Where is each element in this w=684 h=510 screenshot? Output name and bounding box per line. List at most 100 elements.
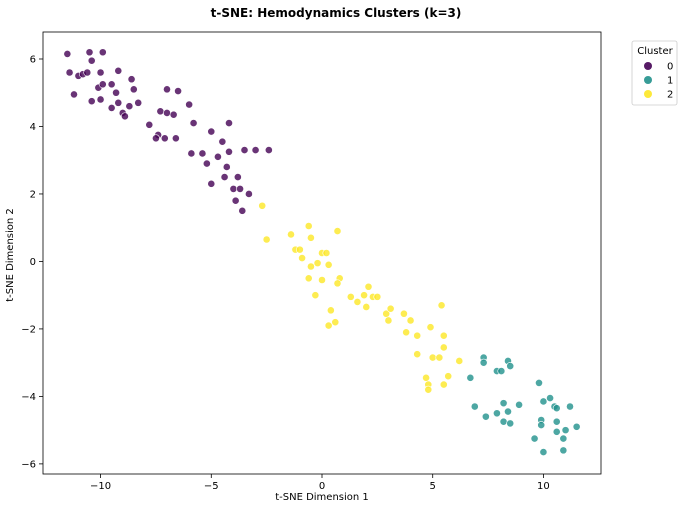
scatter-point-cluster-2	[428, 353, 437, 362]
scatter-point-cluster-1	[497, 367, 506, 375]
scatter-point-cluster-0	[187, 149, 196, 158]
scatter-point-cluster-1	[546, 394, 554, 402]
scatter-point-cluster-0	[83, 68, 92, 77]
scatter-point-cluster-1	[559, 446, 568, 455]
scatter-point-cluster-0	[220, 173, 229, 181]
scatter-point-cluster-1	[499, 399, 508, 408]
x-axis-label: t-SNE Dimension 1	[275, 492, 369, 503]
scatter-point-cluster-1	[506, 362, 515, 370]
y-tick-label: 6	[30, 54, 36, 65]
x-tick-label: −10	[90, 481, 111, 492]
scatter-point-cluster-0	[189, 119, 198, 127]
y-axis-ticks: −6 −4 −2 0 2 4 6	[21, 54, 43, 470]
scatter-point-cluster-2	[402, 328, 411, 337]
scatter-point-cluster-2	[362, 303, 371, 311]
scatter-point-cluster-2	[331, 318, 340, 327]
scatter-point-cluster-2	[455, 357, 464, 365]
scatter-point-cluster-1	[539, 448, 548, 456]
scatter-point-cluster-2	[413, 331, 422, 340]
y-tick-label: −4	[21, 392, 36, 403]
scatter-point-cluster-0	[240, 146, 249, 154]
scatter-point-cluster-2	[413, 350, 422, 359]
y-tick-label: 2	[30, 189, 36, 200]
x-tick-label: 10	[537, 481, 550, 492]
scatter-point-cluster-2	[304, 222, 313, 230]
scatter-point-cluster-2	[307, 262, 315, 271]
scatter-point-cluster-0	[85, 48, 94, 57]
scatter-point-cluster-1	[537, 421, 546, 429]
scatter-point-cluster-2	[353, 298, 362, 306]
scatter-point-cluster-2	[437, 301, 446, 310]
y-tick-label: 0	[30, 257, 36, 268]
scatter-point-cluster-0	[127, 75, 136, 84]
y-tick-label: −2	[21, 324, 36, 335]
scatter-point-cluster-0	[63, 50, 72, 58]
scatter-point-cluster-0	[225, 119, 233, 127]
scatter-point-cluster-2	[424, 385, 433, 394]
scatter-point-cluster-0	[229, 184, 238, 193]
scatter-point-cluster-2	[298, 254, 306, 262]
scatter-point-cluster-0	[107, 80, 116, 89]
scatter-point-cluster-0	[202, 159, 211, 168]
y-tick-label: −6	[21, 459, 36, 470]
scatter-point-cluster-2	[313, 259, 322, 268]
scatter-point-cluster-2	[333, 227, 342, 235]
scatter-point-cluster-0	[121, 112, 129, 121]
scatter-point-cluster-1	[506, 419, 515, 428]
y-axis-label: t-SNE Dimension 2	[5, 208, 16, 302]
scatter-point-cluster-0	[245, 190, 253, 198]
scatter-point-cluster-0	[251, 146, 260, 154]
scatter-point-cluster-0	[98, 80, 107, 89]
y-tick-label: 4	[30, 122, 36, 133]
points-layer	[63, 48, 581, 456]
scatter-point-cluster-0	[174, 87, 182, 95]
scatter-point-cluster-0	[163, 85, 171, 94]
scatter-point-cluster-1	[499, 417, 508, 426]
scatter-point-cluster-0	[152, 134, 160, 143]
scatter-point-cluster-0	[96, 95, 105, 104]
scatter-point-cluster-0	[231, 196, 240, 205]
scatter-point-cluster-0	[163, 109, 171, 117]
scatter-point-cluster-0	[198, 149, 207, 158]
scatter-point-cluster-0	[65, 68, 74, 77]
scatter-point-cluster-1	[504, 407, 512, 416]
scatter-point-cluster-0	[233, 173, 242, 181]
x-tick-label: 0	[319, 481, 325, 492]
scatter-point-cluster-0	[160, 134, 169, 143]
scatter-point-cluster-0	[134, 98, 143, 107]
scatter-point-cluster-1	[479, 358, 488, 367]
scatter-point-cluster-2	[435, 353, 444, 362]
scatter-point-cluster-2	[439, 380, 448, 389]
scatter-point-cluster-0	[112, 88, 120, 97]
scatter-point-cluster-0	[107, 104, 116, 112]
scatter-point-cluster-2	[384, 316, 393, 325]
legend-label-cluster-1: 1	[667, 76, 673, 87]
scatter-point-cluster-2	[400, 309, 408, 318]
scatter-point-cluster-0	[145, 120, 154, 129]
scatter-point-cluster-0	[156, 107, 165, 116]
scatter-point-cluster-2	[326, 306, 335, 315]
scatter-point-cluster-2	[439, 331, 448, 340]
scatter-point-cluster-0	[98, 48, 107, 57]
scatter-point-cluster-0	[87, 97, 96, 106]
legend-marker-cluster-1	[644, 76, 652, 84]
scatter-point-cluster-1	[539, 397, 548, 406]
scatter-point-cluster-2	[322, 249, 331, 257]
scatter-point-cluster-0	[214, 152, 222, 161]
scatter-point-cluster-0	[207, 127, 216, 136]
scatter-point-cluster-2	[426, 323, 435, 332]
scatter-point-cluster-0	[169, 110, 178, 119]
scatter-point-cluster-1	[470, 402, 479, 411]
scatter-point-cluster-2	[295, 245, 304, 254]
scatter-point-cluster-2	[444, 372, 453, 381]
scatter-point-cluster-1	[515, 400, 523, 409]
scatter-point-cluster-0	[70, 90, 78, 99]
scatter-point-cluster-2	[287, 230, 295, 239]
scatter-point-cluster-1	[493, 409, 501, 418]
scatter-point-cluster-0	[218, 137, 227, 146]
scatter-point-cluster-0	[236, 184, 244, 193]
legend-marker-cluster-0	[644, 62, 652, 70]
legend-label-cluster-0: 0	[667, 62, 673, 73]
scatter-point-cluster-2	[386, 304, 395, 313]
